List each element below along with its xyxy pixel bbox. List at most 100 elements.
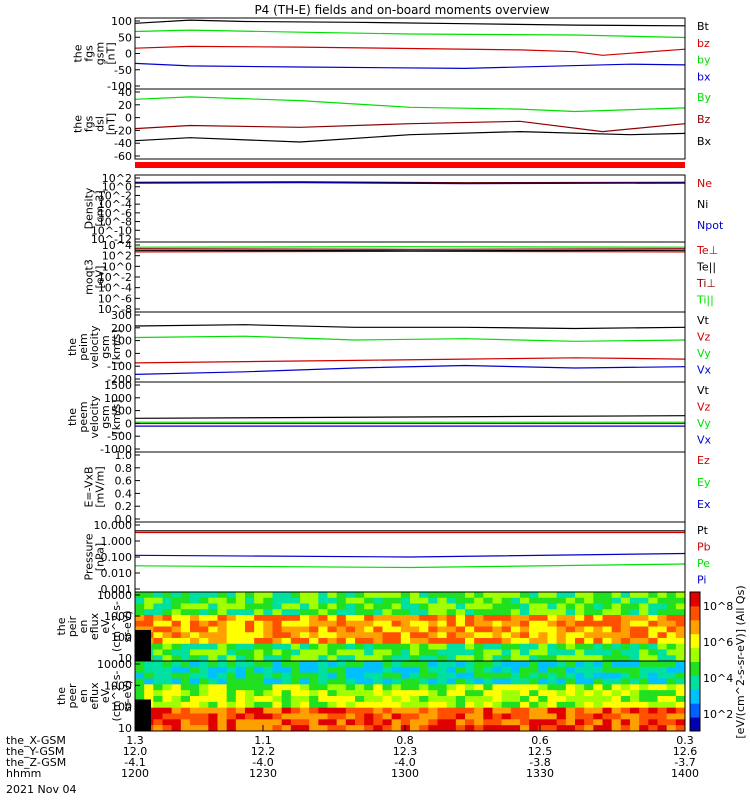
heatmap-cell bbox=[620, 666, 631, 674]
heatmap-cell bbox=[565, 643, 576, 650]
ylabel-line: [nT] bbox=[105, 42, 118, 64]
heatmap-cell bbox=[199, 661, 209, 668]
heatmap-cell bbox=[144, 626, 154, 633]
heatmap-cell bbox=[565, 632, 576, 639]
heatmap-cell bbox=[245, 678, 255, 685]
heatmap-cell bbox=[373, 713, 383, 720]
heatmap-cell bbox=[281, 701, 292, 709]
heatmap-cell bbox=[446, 638, 457, 645]
heatmap-cell bbox=[584, 592, 594, 599]
y-tick-label: 0.2 bbox=[115, 500, 133, 513]
heatmap-cell bbox=[336, 638, 347, 645]
heatmap-cell bbox=[373, 666, 383, 674]
panel-temp: moqt3[eV]10^410^210^010^-210^-410^-610^-… bbox=[83, 239, 719, 316]
heatmap-cell bbox=[565, 713, 576, 720]
heatmap-cell bbox=[263, 661, 273, 668]
heatmap-cell bbox=[419, 643, 429, 650]
heatmap-cell bbox=[501, 725, 512, 732]
heatmap-cell bbox=[153, 655, 163, 662]
legend-vz: Vz bbox=[697, 401, 711, 414]
legend-bz: Bz bbox=[697, 113, 711, 126]
heatmap-cell bbox=[162, 684, 173, 691]
heatmap-cell bbox=[199, 713, 209, 720]
heatmap-cell bbox=[208, 649, 218, 656]
heatmap-cell bbox=[217, 696, 228, 703]
heatmap-cell bbox=[290, 701, 301, 709]
heatmap-cell bbox=[153, 626, 163, 633]
heatmap-cell bbox=[575, 701, 585, 709]
heatmap-cell bbox=[263, 638, 273, 645]
panel-peir: thepeirenefluxeV(cm^2-s-sr-eV)1000010001… bbox=[55, 589, 686, 665]
heatmap-cell bbox=[226, 626, 237, 633]
heatmap-cell bbox=[657, 632, 668, 639]
heatmap-cell bbox=[529, 609, 539, 616]
heatmap-cell bbox=[162, 609, 173, 616]
heatmap-cell bbox=[492, 620, 503, 627]
heatmap-cell bbox=[171, 597, 182, 604]
heatmap-cell bbox=[611, 597, 622, 604]
heatmap-cell bbox=[556, 684, 567, 691]
heatmap-cell bbox=[483, 690, 493, 697]
heatmap-cell bbox=[300, 725, 310, 732]
colorbar-tick-label: 10^4 bbox=[703, 672, 733, 685]
heatmap-cell bbox=[171, 603, 182, 610]
heatmap-cell bbox=[565, 615, 576, 622]
heatmap-cell bbox=[226, 655, 237, 662]
y-tick-label: 10^-2 bbox=[98, 271, 132, 284]
heatmap-cell bbox=[254, 678, 264, 685]
heatmap-cell bbox=[345, 649, 356, 656]
heatmap-cell bbox=[162, 643, 173, 650]
ylabel-line: eV bbox=[99, 619, 112, 634]
heatmap-cell bbox=[657, 626, 668, 633]
heatmap-cell bbox=[345, 690, 356, 697]
heatmap-cell bbox=[217, 666, 228, 674]
heatmap-cell bbox=[300, 620, 310, 627]
heatmap-cell bbox=[437, 672, 448, 679]
heatmap-cell bbox=[190, 707, 200, 714]
heatmap-cell bbox=[584, 655, 594, 662]
heatmap-cell bbox=[584, 615, 594, 622]
heatmap-cell bbox=[446, 649, 457, 656]
legend-bx: Bx bbox=[697, 135, 712, 148]
heatmap-cell bbox=[584, 649, 594, 656]
heatmap-cell bbox=[254, 592, 264, 599]
heatmap-cell bbox=[336, 707, 347, 714]
heatmap-cell bbox=[630, 690, 640, 697]
heatmap-cell bbox=[254, 643, 264, 650]
heatmap-cell bbox=[364, 701, 374, 709]
heatmap-cell bbox=[153, 701, 163, 709]
heatmap-cell bbox=[437, 701, 448, 709]
heatmap-cell bbox=[382, 643, 393, 650]
heatmap-cell bbox=[593, 643, 603, 650]
heatmap-cell bbox=[419, 592, 429, 599]
heatmap-cell bbox=[355, 666, 365, 674]
heatmap-cell bbox=[355, 684, 365, 691]
heatmap-cell bbox=[602, 701, 613, 709]
heatmap-cell bbox=[575, 649, 585, 656]
heatmap-cell bbox=[290, 696, 301, 703]
heatmap-cell bbox=[465, 638, 475, 645]
heatmap-cell bbox=[611, 638, 622, 645]
heatmap-cell bbox=[318, 666, 328, 674]
heatmap-cell bbox=[675, 655, 686, 662]
heatmap-cell bbox=[501, 603, 512, 610]
heatmap-cell bbox=[483, 592, 493, 599]
heatmap-cell bbox=[666, 643, 677, 650]
heatmap-cell bbox=[355, 615, 365, 622]
heatmap-cell bbox=[318, 609, 328, 616]
heatmap-cell bbox=[318, 661, 328, 668]
heatmap-cell bbox=[620, 701, 631, 709]
heatmap-cell bbox=[171, 701, 182, 709]
heatmap-cell bbox=[666, 661, 677, 668]
heatmap-cell bbox=[483, 603, 493, 610]
heatmap-cell bbox=[465, 655, 475, 662]
heatmap-cell bbox=[217, 643, 228, 650]
heatmap-cell bbox=[272, 713, 283, 720]
heatmap-cell bbox=[620, 609, 631, 616]
heatmap-cell bbox=[437, 678, 448, 685]
heatmap-cell bbox=[144, 678, 154, 685]
heatmap-cell bbox=[309, 696, 319, 703]
heatmap-cell bbox=[364, 592, 374, 599]
heatmap-cell bbox=[620, 678, 631, 685]
